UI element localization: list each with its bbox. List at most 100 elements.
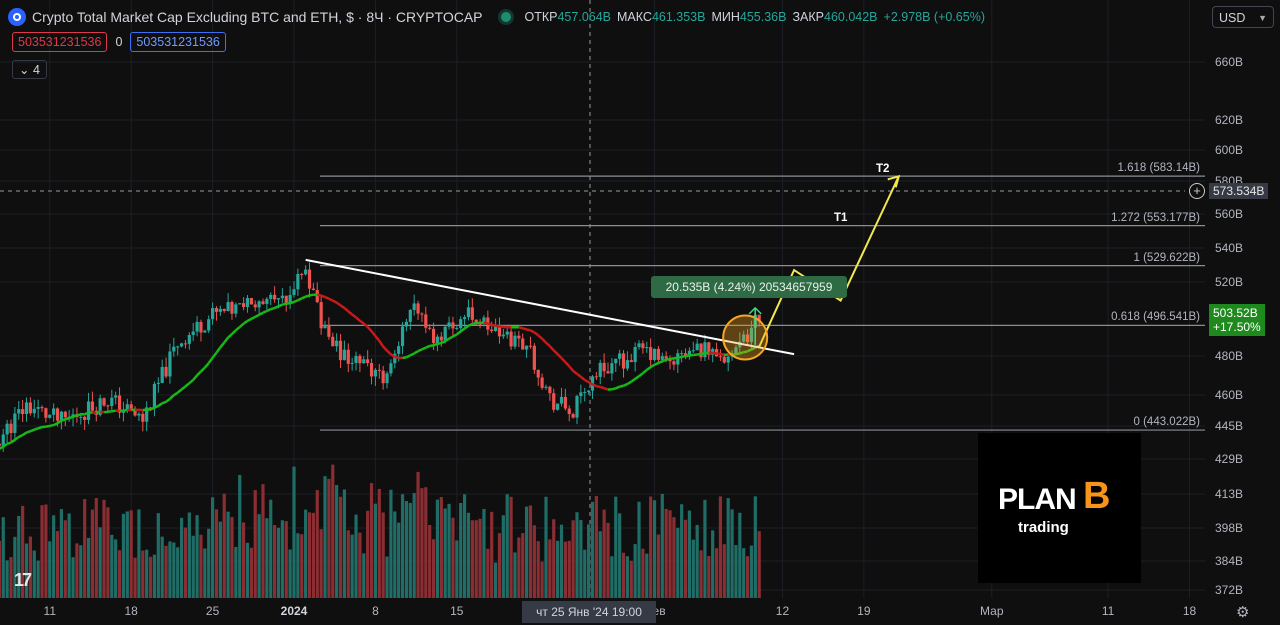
candle <box>509 331 513 347</box>
target-label-t1: T1 <box>834 212 848 224</box>
candle <box>52 408 56 415</box>
candle <box>466 307 471 318</box>
ma-segment <box>735 352 741 356</box>
candle <box>148 407 153 409</box>
ma-segment <box>293 299 299 304</box>
ma-segment <box>316 293 322 297</box>
candle <box>459 319 463 328</box>
candle <box>342 349 346 361</box>
volume-bar <box>745 556 750 598</box>
ma-segment <box>611 387 617 391</box>
volume-bar <box>238 474 242 598</box>
ma-segment <box>552 349 559 356</box>
candle <box>183 343 188 345</box>
candle <box>137 413 141 416</box>
candle <box>497 326 502 337</box>
crosshair-time-label: чт 25 Янв '24 19:00 <box>522 601 656 623</box>
candle <box>0 443 1 446</box>
ma-segment <box>366 326 373 333</box>
ma-segment <box>491 323 496 327</box>
candle <box>385 373 389 384</box>
volume-bar <box>408 502 412 598</box>
volume-bar <box>528 505 533 598</box>
volume-bar <box>699 550 703 598</box>
add-alert-icon[interactable]: + <box>1189 183 1205 199</box>
ma-segment <box>203 362 210 369</box>
ma-segment <box>254 313 260 318</box>
volume-bar <box>683 519 688 598</box>
ma-segment <box>669 357 675 361</box>
volume-bar <box>466 512 471 598</box>
volume-bar <box>431 539 436 598</box>
volume-bar <box>590 501 595 598</box>
candle <box>757 314 761 322</box>
volume-bar <box>509 496 513 598</box>
volume-bar <box>478 518 482 598</box>
candle <box>331 336 335 347</box>
candle <box>9 423 13 433</box>
candle <box>528 345 533 347</box>
currency-select[interactable]: USD ▼ <box>1212 6 1274 28</box>
candle <box>199 321 203 333</box>
volume-bar <box>152 554 157 598</box>
candle <box>544 386 548 388</box>
ma-segment <box>596 385 601 389</box>
symbol-title[interactable]: Crypto Total Market Cap Excluding BTC an… <box>32 9 483 25</box>
volume-bar <box>114 539 118 598</box>
volume-bar <box>44 504 48 598</box>
candle <box>32 408 36 414</box>
ma-segment <box>150 406 155 411</box>
volume-bar <box>695 524 699 598</box>
candle <box>587 390 591 392</box>
candle <box>699 343 703 358</box>
volume-bar <box>451 517 455 598</box>
ma-segment <box>29 428 35 433</box>
candle <box>1 434 5 446</box>
ma-segment <box>2 442 8 448</box>
ma-segment <box>630 377 636 383</box>
ma-segment <box>250 315 256 320</box>
volume-bar <box>48 541 52 598</box>
time-tick: 11 <box>43 604 56 618</box>
volume-bar <box>559 524 564 598</box>
ma-segment <box>111 409 116 413</box>
ma-segment <box>619 384 624 388</box>
volume-bar <box>548 539 552 598</box>
fib-label: 0.618 (496.541B) <box>1111 311 1200 324</box>
candle <box>59 411 63 421</box>
volume-bar <box>385 556 389 598</box>
last-price-badge: 503.52B +17.50% <box>1209 304 1265 336</box>
indicators-collapse-button[interactable]: ⌄ 4 <box>12 60 47 79</box>
ma-segment <box>526 328 531 332</box>
volume-bar <box>579 520 583 598</box>
ma-segment <box>355 316 361 322</box>
candle <box>645 347 649 349</box>
ma-segment <box>386 349 392 356</box>
volume-bar <box>668 510 672 598</box>
candle <box>412 303 416 310</box>
ma-segment <box>26 429 31 434</box>
candle <box>373 369 378 377</box>
candle <box>652 348 657 361</box>
ma-segment <box>467 322 473 327</box>
candle <box>311 288 315 291</box>
candle <box>214 308 219 312</box>
candle <box>319 302 323 329</box>
volume-bar <box>583 549 587 598</box>
ma-segment <box>603 387 609 391</box>
settings-gear-icon[interactable]: ⚙ <box>1236 604 1250 621</box>
candle <box>521 338 525 350</box>
ma-segment <box>560 357 567 364</box>
candle <box>129 404 133 409</box>
ma-segment <box>289 300 295 305</box>
ma-segment <box>200 366 206 373</box>
volume-bar <box>276 527 281 598</box>
moving-average <box>0 293 760 450</box>
tradingview-logo[interactable]: 17 <box>14 570 32 590</box>
volume-bar <box>536 541 540 598</box>
ma-segment <box>173 391 179 397</box>
candle <box>455 327 459 329</box>
candle <box>300 273 304 275</box>
ma-segment <box>297 297 303 302</box>
